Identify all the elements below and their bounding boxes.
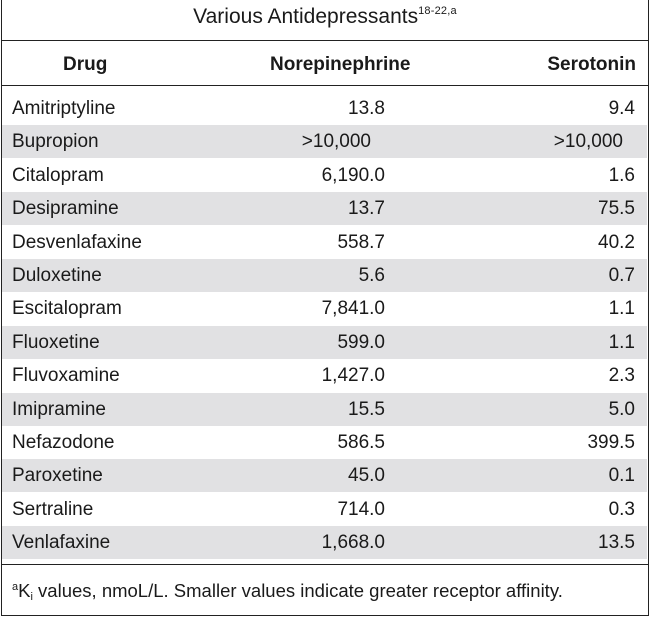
table-row: Fluoxetine 599.0 1.1 bbox=[2, 325, 647, 359]
cell-drug: Duloxetine bbox=[12, 265, 102, 286]
cell-norepinephrine: 13.8 bbox=[348, 98, 385, 119]
header-rule bbox=[2, 85, 648, 86]
cell-norepinephrine: 15.5 bbox=[348, 398, 385, 420]
table-row: Desvenlafaxine 558.7 40.2 bbox=[2, 226, 647, 259]
cell-serotonin: 0.1 bbox=[608, 465, 635, 487]
footnote-k-subscript: i bbox=[30, 591, 33, 603]
cell-norepinephrine: 13.7 bbox=[348, 198, 385, 220]
cell-drug: Escitalopram bbox=[12, 298, 122, 320]
footnote-k: K bbox=[18, 580, 31, 601]
cell-drug: Bupropion bbox=[12, 131, 99, 153]
cell-serotonin: 75.5 bbox=[598, 198, 635, 220]
cell-serotonin: 9.4 bbox=[608, 98, 635, 119]
cell-norepinephrine: 714.0 bbox=[337, 498, 385, 520]
header-drug: Drug bbox=[63, 54, 108, 75]
cell-drug: Fluvoxamine bbox=[12, 365, 120, 387]
table-row: Citalopram 6,190.0 1.6 bbox=[2, 159, 647, 192]
cell-serotonin: 40.2 bbox=[598, 231, 635, 253]
cell-drug: Fluoxetine bbox=[12, 331, 100, 353]
table-row: Duloxetine 5.6 0.7 bbox=[2, 259, 647, 292]
cell-serotonin: 0.3 bbox=[608, 498, 635, 520]
cell-serotonin: >10,000 bbox=[553, 131, 623, 153]
table-title-text: Various Antidepressants bbox=[193, 5, 419, 28]
cell-drug: Imipramine bbox=[12, 398, 106, 420]
cell-drug: Desvenlafaxine bbox=[12, 231, 142, 253]
cell-drug: Sertraline bbox=[12, 498, 94, 520]
cell-norepinephrine: 45.0 bbox=[348, 465, 385, 487]
cell-norepinephrine: 599.0 bbox=[337, 331, 385, 353]
cell-norepinephrine: 558.7 bbox=[337, 231, 385, 253]
header-norepinephrine: Norepinephrine bbox=[270, 54, 411, 75]
table-title: Various Antidepressants18-22,a bbox=[2, 5, 648, 29]
cell-norepinephrine: 586.5 bbox=[337, 432, 385, 453]
title-rule bbox=[2, 40, 648, 41]
table-row: Amitriptyline 13.8 9.4 bbox=[2, 92, 647, 125]
cell-drug: Amitriptyline bbox=[12, 98, 116, 119]
cell-norepinephrine: 1,427.0 bbox=[321, 365, 385, 387]
table-row: Fluvoxamine 1,427.0 2.3 bbox=[2, 359, 647, 392]
cell-drug: Desipramine bbox=[12, 198, 119, 220]
footnote-text: values, nmoL/L. Smaller values indicate … bbox=[32, 580, 563, 601]
header-serotonin: Serotonin bbox=[547, 54, 636, 75]
table-row: Bupropion >10,000 >10,000 bbox=[2, 125, 647, 159]
cell-drug: Citalopram bbox=[12, 164, 104, 186]
footer-rule bbox=[2, 564, 648, 565]
cell-serotonin: 0.7 bbox=[608, 265, 635, 286]
table-row: Sertraline 714.0 0.3 bbox=[2, 493, 647, 526]
cell-serotonin: 399.5 bbox=[587, 432, 635, 453]
cell-serotonin: 2.3 bbox=[608, 365, 635, 387]
cell-serotonin: 1.6 bbox=[608, 164, 635, 186]
cell-norepinephrine: >10,000 bbox=[301, 131, 371, 153]
cell-norepinephrine: 5.6 bbox=[358, 265, 385, 286]
table-row: Nefazodone 586.5 399.5 bbox=[2, 426, 647, 459]
cell-norepinephrine: 1,668.0 bbox=[321, 532, 385, 554]
footnote: aKi values, nmoL/L. Smaller values indic… bbox=[12, 580, 563, 603]
cell-norepinephrine: 6,190.0 bbox=[321, 164, 385, 186]
cell-serotonin: 1.1 bbox=[608, 331, 635, 353]
table-row: Desipramine 13.7 75.5 bbox=[2, 192, 647, 226]
cell-drug: Nefazodone bbox=[12, 432, 115, 453]
cell-drug: Paroxetine bbox=[12, 465, 103, 487]
table-row: Imipramine 15.5 5.0 bbox=[2, 392, 647, 426]
cell-serotonin: 1.1 bbox=[608, 298, 635, 320]
cell-norepinephrine: 7,841.0 bbox=[321, 298, 385, 320]
table-row: Escitalopram 7,841.0 1.1 bbox=[2, 292, 647, 325]
table-row: Venlafaxine 1,668.0 13.5 bbox=[2, 526, 647, 560]
table-row: Paroxetine 45.0 0.1 bbox=[2, 459, 647, 493]
cell-serotonin: 5.0 bbox=[608, 398, 635, 420]
title-references: 18-22,a bbox=[418, 5, 457, 17]
cell-drug: Venlafaxine bbox=[12, 532, 111, 554]
footnote-marker: a bbox=[12, 581, 19, 593]
cell-serotonin: 13.5 bbox=[598, 532, 635, 554]
